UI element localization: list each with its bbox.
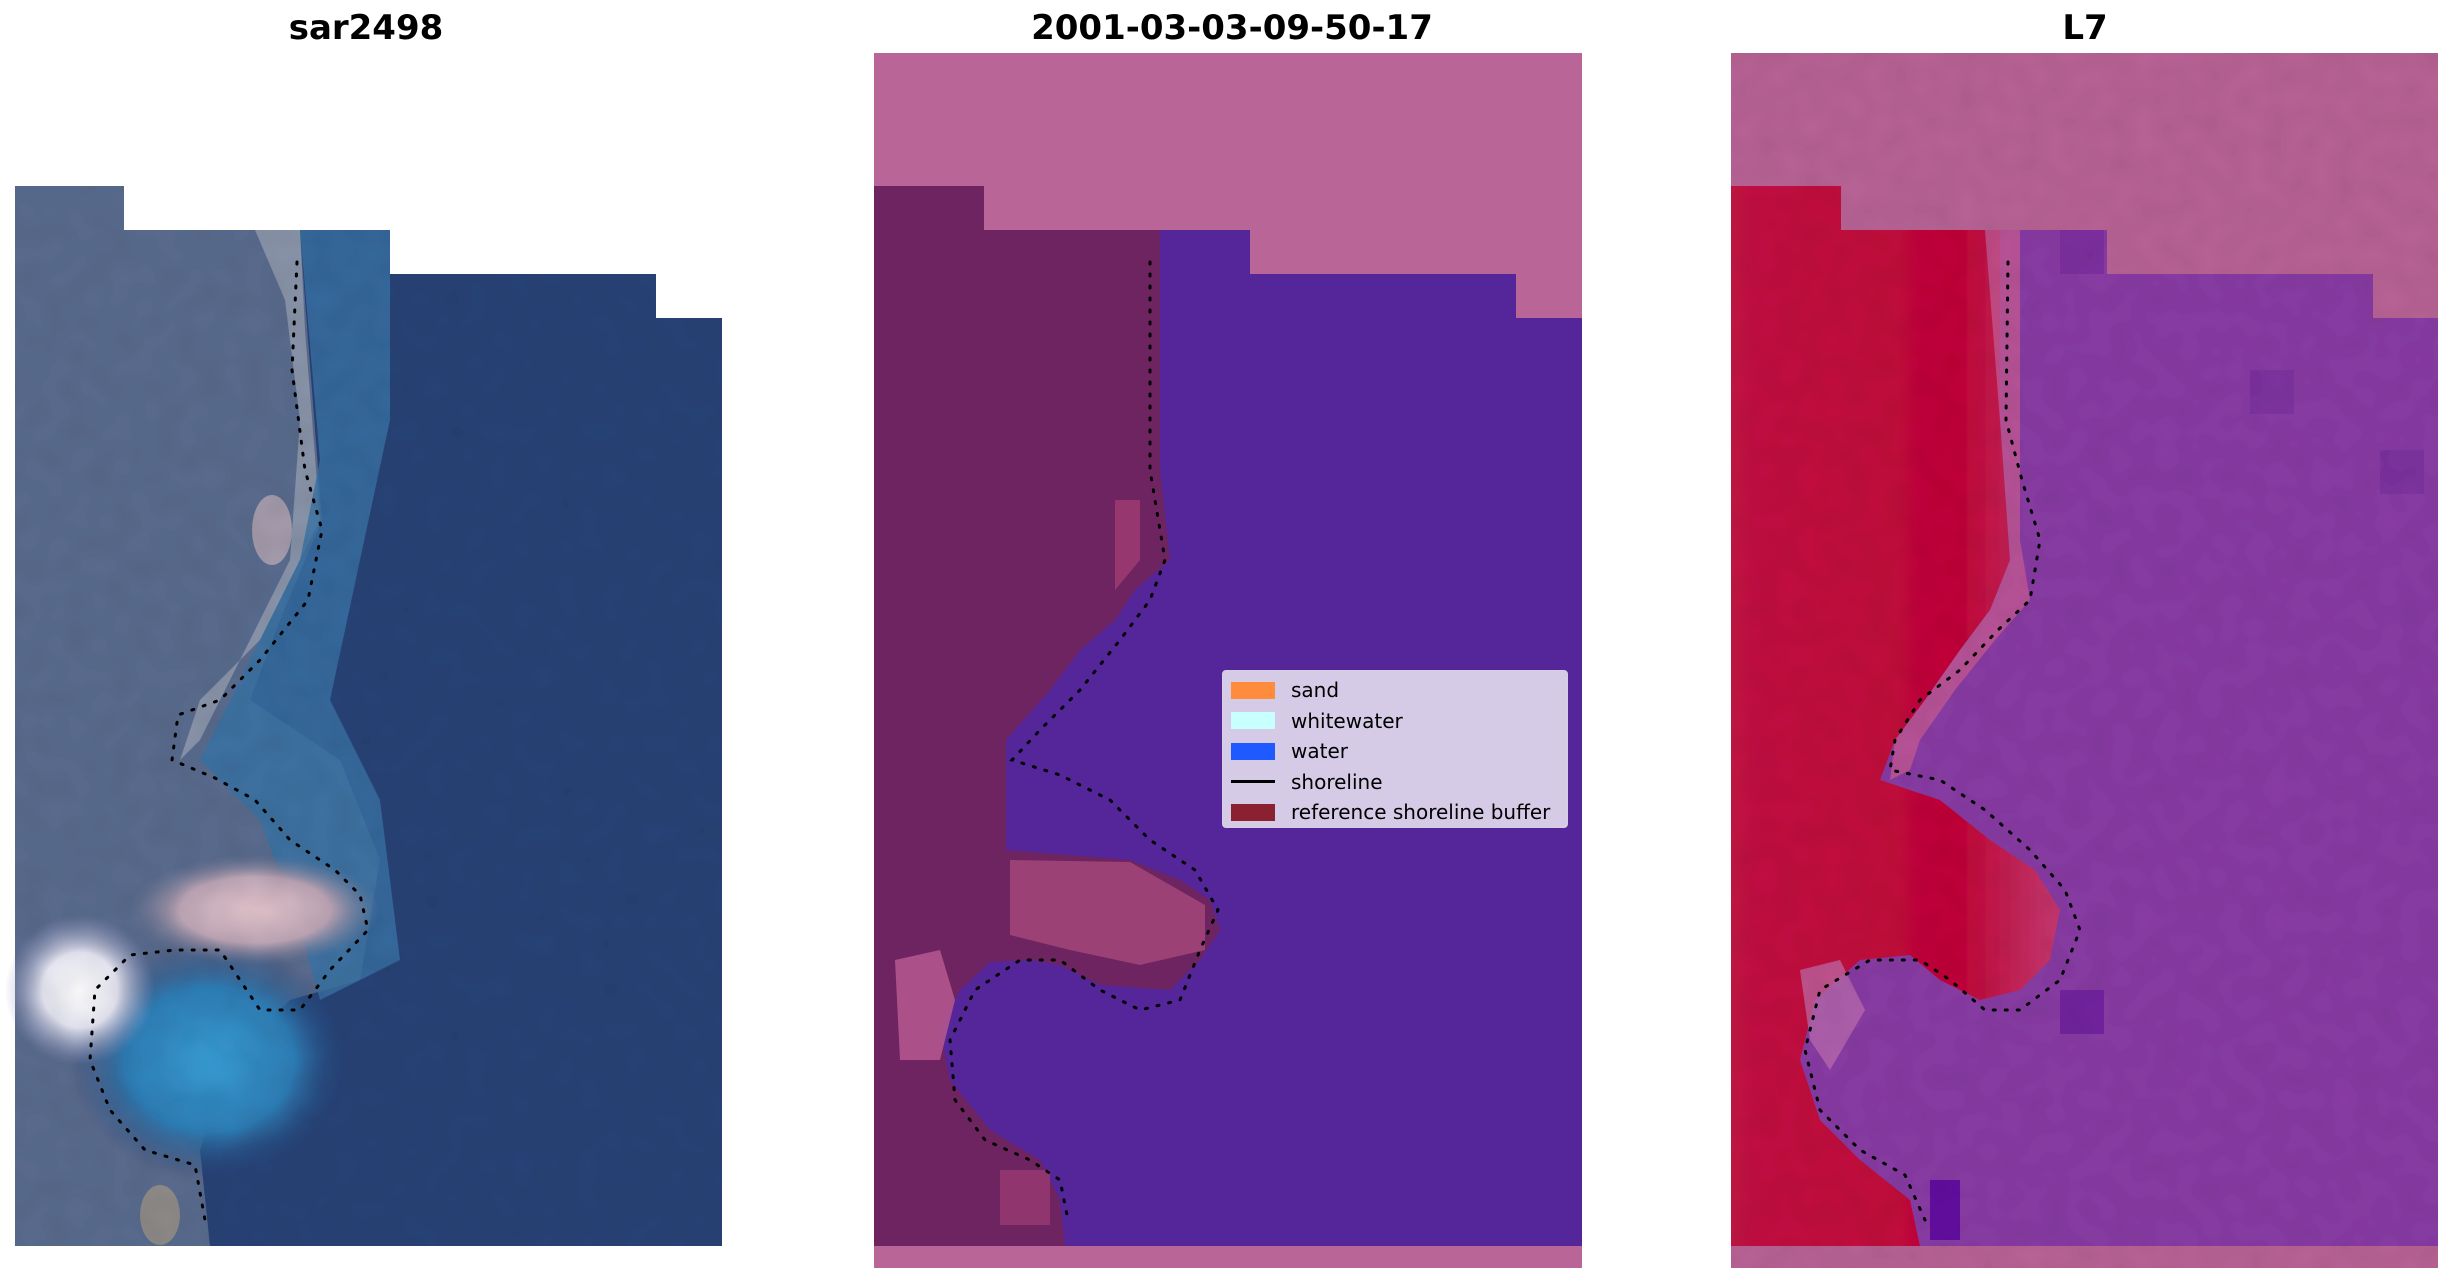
shoreline-line-swatch [1231, 780, 1275, 784]
rgb-image [5, 186, 722, 1246]
panel-title-date: 2001-03-03-09-50-17 [1031, 8, 1433, 48]
panel-title-sensor: L7 [2062, 8, 2108, 48]
index-shoreline [1803, 260, 2082, 1222]
legend-item-shoreline: shoreline [1223, 767, 1567, 798]
sand-swatch [1231, 681, 1275, 699]
classification-shoreline [948, 260, 1220, 1222]
legend-label: water [1291, 739, 1348, 764]
panel-title-rgb: sar2498 [288, 8, 444, 48]
legend-item-reference-buffer: reference shoreline buffer [1223, 797, 1567, 828]
reference-buffer-swatch [1231, 803, 1275, 821]
classification-image [874, 53, 1582, 1268]
whitewater-swatch [1231, 712, 1275, 730]
legend: sand whitewater water shoreline referenc… [1222, 670, 1568, 828]
legend-label: whitewater [1291, 708, 1403, 733]
index-image [1731, 53, 2438, 1268]
legend-item-whitewater: whitewater [1223, 706, 1567, 737]
legend-item-sand: sand [1223, 675, 1567, 706]
water-swatch [1231, 742, 1275, 760]
legend-label: reference shoreline buffer [1291, 800, 1551, 825]
legend-item-water: water [1223, 736, 1567, 767]
legend-label: sand [1291, 678, 1340, 703]
legend-label: shoreline [1291, 769, 1383, 794]
